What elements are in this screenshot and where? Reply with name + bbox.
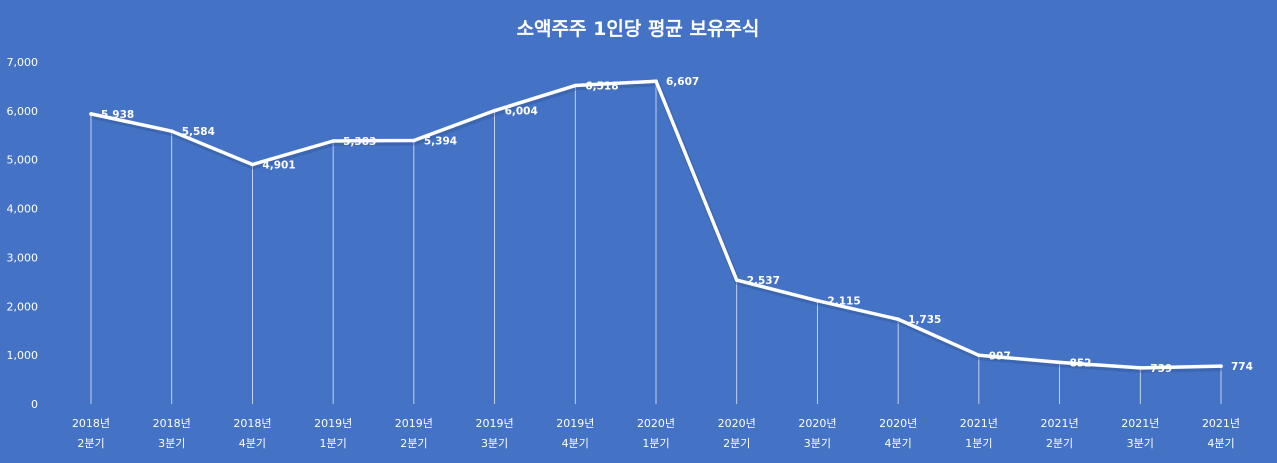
x-tick-label-quarter: 2분기 xyxy=(77,437,104,450)
data-label: 739 xyxy=(1150,363,1172,375)
x-tick-label-quarter: 3분기 xyxy=(158,437,185,450)
x-tick-label-year: 2021년 xyxy=(1041,417,1079,430)
data-label: 6,004 xyxy=(505,106,538,118)
data-point xyxy=(654,79,658,84)
x-tick-label-year: 2020년 xyxy=(879,417,917,430)
data-label: 5,584 xyxy=(182,126,215,138)
data-label: 997 xyxy=(989,350,1011,362)
x-tick-label-quarter: 1분기 xyxy=(642,437,669,450)
data-label: 1,735 xyxy=(908,314,941,326)
x-tick-label-year: 2019년 xyxy=(314,417,352,430)
data-point xyxy=(89,112,93,116)
data-point xyxy=(1057,360,1062,365)
series-line-shadow xyxy=(91,80,1223,373)
data-point xyxy=(331,139,335,143)
x-tick-label-year: 2020년 xyxy=(637,417,675,430)
y-axis: 0 1,000 2,000 3,000 4,000 5,000 6,000 7,000 xyxy=(7,56,39,411)
data-label: 6,518 xyxy=(585,81,618,93)
data-label: 5,938 xyxy=(101,109,134,121)
x-tick-label-year: 2021년 xyxy=(1202,417,1240,430)
x-tick-label-quarter: 3분기 xyxy=(481,437,508,450)
data-label: 774 xyxy=(1231,361,1253,373)
x-tick-label-quarter: 2분기 xyxy=(1046,437,1073,450)
x-tick-label-year: 2019년 xyxy=(556,417,594,430)
x-axis: 2018년 2분기 2018년 3분기 2018년 4분기 2019년 1분기 2019년 2분기… xyxy=(72,417,1240,450)
series-line-group xyxy=(89,79,1223,373)
data-label: 5,394 xyxy=(424,135,457,147)
y-tick-label: 1,000 xyxy=(7,349,39,362)
data-point xyxy=(573,83,578,88)
data-point xyxy=(1138,366,1143,370)
data-point xyxy=(815,298,820,303)
x-tick-label-quarter: 2분기 xyxy=(723,437,750,450)
y-tick-label: 6,000 xyxy=(7,105,39,118)
data-point xyxy=(412,138,416,143)
x-tick-label-quarter: 2분기 xyxy=(400,437,427,450)
x-tick-label-quarter: 4분기 xyxy=(885,437,912,450)
x-tick-label-quarter: 4분기 xyxy=(1207,437,1234,450)
y-tick-label: 5,000 xyxy=(7,154,39,167)
data-labels: 5,938 5,584 4,901 5,383 5,394 6,004 6,518 6,607… xyxy=(101,76,1253,375)
x-tick-label-year: 2021년 xyxy=(960,417,998,430)
y-tick-label: 2,000 xyxy=(7,300,39,313)
x-tick-label-quarter: 3분기 xyxy=(1127,437,1154,450)
x-tick-label-year: 2018년 xyxy=(72,417,110,430)
y-tick-label: 4,000 xyxy=(7,203,39,216)
data-point xyxy=(896,317,900,322)
chart-title: 소액주주 1인당 평균 보유주식 xyxy=(517,18,760,40)
drop-lines xyxy=(90,81,1222,404)
x-tick-label-year: 2020년 xyxy=(718,417,756,430)
data-point xyxy=(734,278,739,282)
data-label: 4,901 xyxy=(262,160,295,172)
data-label: 6,607 xyxy=(666,76,699,88)
data-point xyxy=(977,353,981,358)
y-tick-label: 0 xyxy=(31,398,38,411)
data-point xyxy=(1219,364,1223,368)
x-tick-label-year: 2018년 xyxy=(153,417,191,430)
x-tick-label-year: 2019년 xyxy=(395,417,433,430)
x-tick-label-year: 2020년 xyxy=(798,417,836,430)
x-tick-label-year: 2018년 xyxy=(233,417,271,430)
y-tick-label: 3,000 xyxy=(7,251,39,264)
data-label: 852 xyxy=(1070,357,1092,369)
x-tick-label-quarter: 3분기 xyxy=(804,437,831,450)
x-tick-label-quarter: 1분기 xyxy=(965,437,992,450)
data-label: 2,115 xyxy=(827,296,860,308)
x-tick-label-quarter: 4분기 xyxy=(562,437,589,450)
x-tick-label-quarter: 1분기 xyxy=(320,437,347,450)
data-label: 2,537 xyxy=(747,275,780,287)
x-tick-label-year: 2019년 xyxy=(476,417,514,430)
data-label: 5,383 xyxy=(343,136,376,148)
data-point xyxy=(169,129,174,133)
y-tick-label: 7,000 xyxy=(7,56,39,69)
x-tick-label-year: 2021년 xyxy=(1121,417,1159,430)
data-point xyxy=(250,162,255,167)
data-point xyxy=(492,108,497,113)
x-tick-label-quarter: 4분기 xyxy=(239,437,266,450)
